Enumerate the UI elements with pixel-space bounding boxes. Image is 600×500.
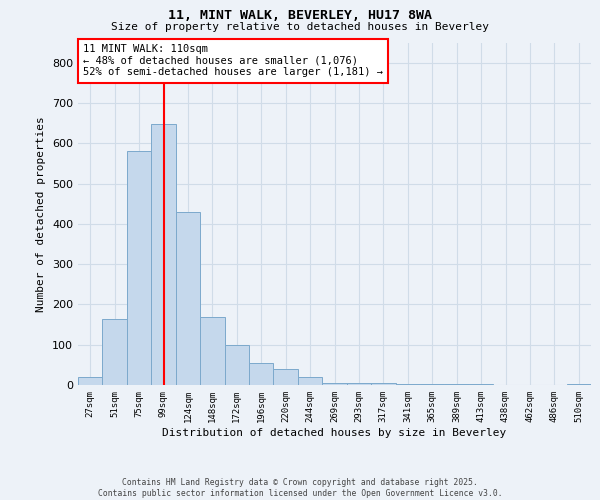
Bar — [176, 212, 200, 385]
Y-axis label: Number of detached properties: Number of detached properties — [37, 116, 46, 312]
Bar — [249, 363, 274, 385]
Bar — [445, 384, 469, 385]
Bar — [103, 318, 127, 385]
X-axis label: Distribution of detached houses by size in Beverley: Distribution of detached houses by size … — [163, 428, 506, 438]
Text: Size of property relative to detached houses in Beverley: Size of property relative to detached ho… — [111, 22, 489, 32]
Bar — [274, 369, 298, 385]
Bar — [566, 384, 591, 385]
Bar — [322, 383, 347, 385]
Bar — [469, 384, 493, 385]
Bar — [78, 377, 103, 385]
Text: Contains HM Land Registry data © Crown copyright and database right 2025.
Contai: Contains HM Land Registry data © Crown c… — [98, 478, 502, 498]
Text: 11 MINT WALK: 110sqm
← 48% of detached houses are smaller (1,076)
52% of semi-de: 11 MINT WALK: 110sqm ← 48% of detached h… — [83, 44, 383, 78]
Bar — [371, 383, 395, 385]
Bar — [395, 384, 420, 385]
Bar — [200, 316, 224, 385]
Bar — [298, 377, 322, 385]
Bar — [127, 152, 151, 385]
Bar — [151, 124, 176, 385]
Bar — [347, 383, 371, 385]
Bar — [224, 344, 249, 385]
Text: 11, MINT WALK, BEVERLEY, HU17 8WA: 11, MINT WALK, BEVERLEY, HU17 8WA — [168, 9, 432, 22]
Bar — [420, 384, 445, 385]
